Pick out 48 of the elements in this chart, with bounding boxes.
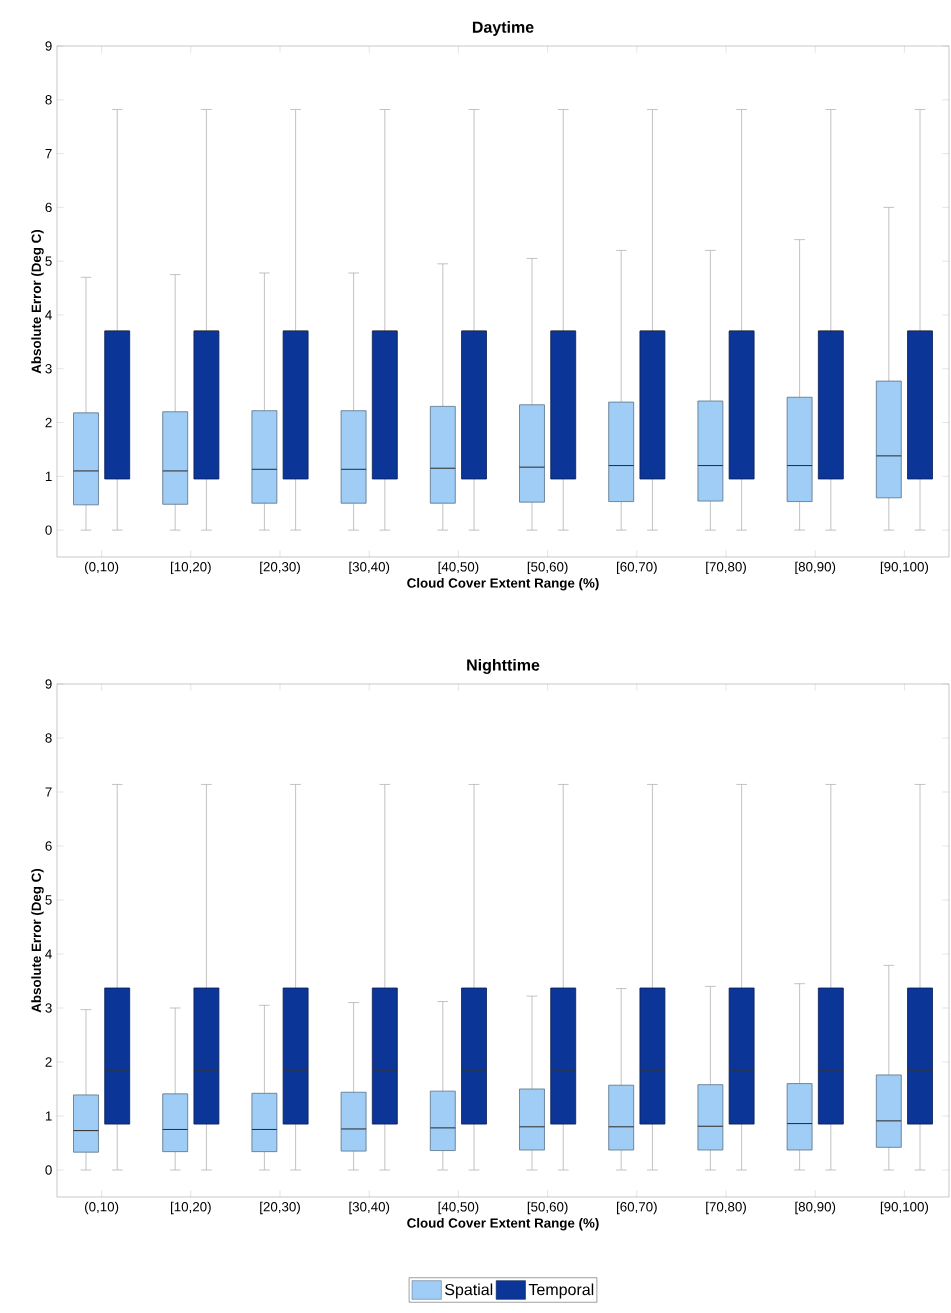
- y-tick-label: 1: [45, 471, 52, 481]
- y-tick-label: 5: [45, 895, 52, 905]
- y-tick-label: 2: [45, 1057, 52, 1067]
- y-tick-label: 3: [45, 1003, 52, 1013]
- y-tick-label: 2: [45, 417, 52, 428]
- y-tick-label: 8: [45, 95, 52, 105]
- legend-label: Spatial: [445, 1283, 493, 1299]
- legend-label: Temporal: [528, 1283, 594, 1299]
- x-tick-label: (0,10): [85, 561, 119, 575]
- y-tick-label: 4: [45, 949, 52, 959]
- y-tick-label: 8: [45, 733, 52, 743]
- y-tick-label: 1: [45, 1111, 52, 1121]
- x-tick-label: [50,60): [527, 1201, 568, 1215]
- x-tick-label: [30,40): [349, 561, 390, 575]
- y-tick-label: 4: [45, 310, 52, 320]
- x-tick-label: [70,80): [706, 1201, 746, 1215]
- y-tick-label: 0: [45, 525, 52, 535]
- x-tick-label: (0,10): [85, 1201, 119, 1215]
- y-tick-label: 0: [45, 1165, 52, 1175]
- x-tick-label: [40,50): [438, 1201, 479, 1215]
- x-tick-label: [80,90): [795, 561, 836, 575]
- x-tick-label: [50,60): [527, 561, 568, 575]
- y-tick-label: 9: [45, 679, 52, 689]
- x-tick-label: [60,70): [617, 1201, 657, 1215]
- x-tick-label: [60,70): [617, 561, 657, 575]
- y-tick-label: 9: [45, 41, 52, 51]
- x-tick-label: [80,90): [795, 1201, 836, 1215]
- chart-title: Nighttime: [467, 658, 540, 674]
- y-axis-title: Absolute Error (Deg C): [31, 868, 44, 1013]
- x-axis-title: Cloud Cover Extent Range (%): [407, 577, 599, 591]
- x-tick-label: [10,20): [170, 561, 211, 575]
- y-tick-label: 6: [45, 202, 52, 213]
- x-tick-label: [10,20): [170, 1201, 211, 1215]
- x-tick-label: [90,100): [880, 1201, 929, 1215]
- x-tick-label: [30,40): [349, 1201, 390, 1215]
- y-tick-label: 7: [45, 148, 52, 159]
- x-tick-label: [20,30): [260, 561, 300, 575]
- y-tick-label: 3: [45, 364, 52, 374]
- x-tick-label: [90,100): [880, 561, 929, 575]
- x-axis-title: Cloud Cover Extent Range (%): [407, 1217, 599, 1231]
- x-tick-label: [70,80): [706, 561, 746, 575]
- y-axis-title: Absolute Error (Deg C): [31, 229, 44, 374]
- x-tick-label: [20,30): [260, 1201, 300, 1215]
- x-tick-label: [40,50): [438, 561, 479, 575]
- y-tick-label: 6: [45, 841, 52, 851]
- chart-title: Daytime: [472, 21, 534, 36]
- y-tick-label: 5: [45, 256, 52, 266]
- y-tick-label: 7: [45, 787, 52, 797]
